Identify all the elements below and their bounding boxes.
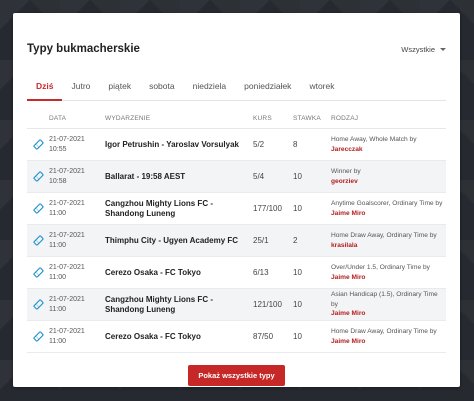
card-title: Typy bukmacherskie: [27, 43, 140, 55]
filter-dropdown[interactable]: Wszystkie: [401, 45, 446, 54]
tipster-link[interactable]: Jarecczak: [331, 145, 363, 153]
row-type: Anytime Goalscorer, Ordinary Time by Jaim…: [331, 200, 443, 217]
row-event[interactable]: Cerezo Osaka - FC Tokyo: [105, 331, 201, 341]
row-type: Home Draw Away, Ordinary Time by Jaime Mi…: [331, 328, 437, 345]
col-type: RODZAJ: [331, 114, 359, 122]
row-type: Winner by georziev: [331, 168, 361, 185]
table-row[interactable]: 21-07-2021 10:58 Ballarat - 19:58 AEST 5/4 1…: [27, 161, 446, 193]
row-stake: 10: [293, 204, 302, 213]
tips-table: DATA WYDARZENIE KURS STAWKA RODZAJ 21-07…: [27, 109, 446, 353]
row-date: 21-07-2021 11:00: [49, 199, 85, 217]
row-stake: 2: [293, 236, 298, 245]
row-stake: 10: [293, 332, 302, 341]
row-odds: 6/13: [253, 268, 269, 277]
table-row[interactable]: 21-07-2021 11:00 Cerezo Osaka - FC Tokyo 6/…: [27, 257, 446, 289]
row-date: 21-07-2021 11:00: [49, 295, 85, 313]
table-row[interactable]: 21-07-2021 11:00 Cerezo Osaka - FC Tokyo 87…: [27, 321, 446, 353]
day-tabs: Dziś Jutro piątek sobota niedziela ponie…: [27, 75, 446, 101]
tipster-link[interactable]: Jaime Miro: [331, 273, 366, 281]
row-odds: 177/100: [253, 204, 282, 213]
tab-saturday[interactable]: sobota: [149, 81, 175, 91]
tab-tuesday[interactable]: wtorek: [309, 81, 335, 91]
col-stake: STAWKA: [293, 115, 321, 122]
tab-sunday[interactable]: niedziela: [192, 81, 227, 91]
chevron-down-icon: [440, 47, 446, 51]
show-all-tips-button[interactable]: Pokaż wszystkie typy: [188, 365, 285, 386]
table-body: 21-07-2021 10:55 Igor Petrushin - Yaroslav…: [27, 129, 446, 353]
tips-card: Typy bukmacherskie Wszystkie Dziś Jutro …: [13, 13, 460, 387]
ticket-icon: [27, 235, 49, 246]
row-odds: 25/1: [253, 236, 269, 245]
table-row[interactable]: 21-07-2021 11:00 Cangzhou Mighty Lions FC …: [27, 289, 446, 321]
row-stake: 10: [293, 268, 302, 277]
tipster-link[interactable]: georziev: [331, 177, 358, 185]
table-header: DATA WYDARZENIE KURS STAWKA RODZAJ: [27, 109, 446, 129]
row-type: Over/Under 1.5, Ordinary Time by Jaime Mi…: [331, 264, 430, 281]
col-date: DATA: [49, 114, 67, 122]
tab-monday[interactable]: poniedziałek: [244, 81, 292, 91]
row-type: Home Draw Away, Ordinary Time by krasilal…: [331, 232, 437, 249]
row-odds: 87/50: [253, 332, 274, 341]
row-date: 21-07-2021 10:58: [49, 167, 85, 185]
row-event[interactable]: Cangzhou Mighty Lions FC - Shandong Lune…: [105, 198, 213, 218]
col-odds: KURS: [253, 115, 272, 122]
row-stake: 10: [293, 300, 302, 309]
ticket-icon: [27, 203, 49, 214]
row-event[interactable]: Cerezo Osaka - FC Tokyo: [105, 267, 201, 277]
tipster-link[interactable]: Jaime Miro: [331, 310, 366, 318]
row-date: 21-07-2021 11:00: [49, 231, 85, 249]
ticket-icon: [27, 299, 49, 310]
row-date: 21-07-2021 11:00: [49, 327, 85, 345]
row-date: 21-07-2021 10:55: [49, 135, 85, 153]
row-odds: 121/100: [253, 300, 282, 309]
row-odds: 5/4: [253, 172, 265, 181]
card-header: Typy bukmacherskie Wszystkie: [27, 41, 446, 57]
table-row[interactable]: 21-07-2021 10:55 Igor Petrushin - Yaroslav…: [27, 129, 446, 161]
row-date: 21-07-2021 11:00: [49, 263, 85, 281]
tipster-link[interactable]: Jaime Miro: [331, 337, 366, 345]
row-stake: 8: [293, 140, 298, 149]
table-row[interactable]: 21-07-2021 11:00 Cangzhou Mighty Lions FC …: [27, 193, 446, 225]
row-type: Home Away, Whole Match by Jarecczak: [331, 136, 417, 153]
filter-label: Wszystkie: [401, 44, 435, 54]
row-stake: 10: [293, 172, 302, 181]
row-type: Asian Handicap (1.5), Ordinary Time by Ja…: [331, 291, 438, 318]
row-event[interactable]: Cangzhou Mighty Lions FC - Shandong Lune…: [105, 294, 213, 314]
row-event[interactable]: Thimphu City - Ugyen Academy FC: [105, 235, 239, 245]
row-event[interactable]: Ballarat - 19:58 AEST: [105, 171, 186, 181]
ticket-icon: [27, 139, 49, 150]
table-row[interactable]: 21-07-2021 11:00 Thimphu City - Ugyen Acad…: [27, 225, 446, 257]
col-event: WYDARZENIE: [105, 114, 151, 122]
tab-today[interactable]: Dziś: [27, 75, 63, 101]
tab-friday[interactable]: piątek: [108, 81, 132, 91]
ticket-icon: [27, 171, 49, 182]
tab-tomorrow[interactable]: Jutro: [71, 81, 91, 91]
ticket-icon: [27, 267, 49, 278]
row-event[interactable]: Igor Petrushin - Yaroslav Vorsulyak: [105, 139, 239, 149]
tipster-link[interactable]: Jaime Miro: [331, 209, 366, 217]
tipster-link[interactable]: krasilala: [331, 241, 358, 249]
ticket-icon: [27, 331, 49, 342]
row-odds: 5/2: [253, 140, 265, 149]
